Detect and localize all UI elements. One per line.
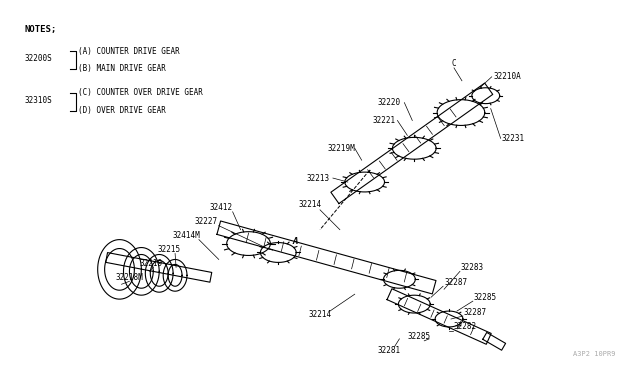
Text: 32214: 32214 — [308, 310, 332, 318]
Text: 32210A: 32210A — [493, 72, 522, 81]
Text: (A) COUNTER DRIVE GEAR: (A) COUNTER DRIVE GEAR — [78, 46, 180, 55]
Text: (B) MAIN DRIVE GEAR: (B) MAIN DRIVE GEAR — [78, 64, 166, 73]
Polygon shape — [345, 172, 385, 192]
Text: 32414M: 32414M — [172, 231, 200, 240]
Polygon shape — [260, 243, 296, 262]
Polygon shape — [106, 253, 212, 282]
Polygon shape — [145, 254, 173, 292]
Text: 32220: 32220 — [378, 98, 401, 107]
Text: 32213: 32213 — [307, 174, 330, 183]
Text: 32219: 32219 — [140, 259, 163, 268]
Text: 32287: 32287 — [444, 278, 467, 287]
Text: NOTES;: NOTES; — [24, 25, 56, 34]
Polygon shape — [331, 83, 493, 203]
Polygon shape — [435, 311, 463, 327]
Polygon shape — [124, 247, 159, 295]
Text: 32283: 32283 — [461, 263, 484, 272]
Text: 32285: 32285 — [474, 293, 497, 302]
Text: (C) COUNTER OVER DRIVE GEAR: (C) COUNTER OVER DRIVE GEAR — [78, 88, 203, 97]
Text: 32310S: 32310S — [24, 96, 52, 105]
Polygon shape — [399, 295, 430, 313]
Polygon shape — [98, 240, 141, 299]
Polygon shape — [472, 88, 500, 104]
Polygon shape — [437, 100, 484, 125]
Text: 32231: 32231 — [502, 134, 525, 143]
Polygon shape — [383, 270, 415, 288]
Text: 32221: 32221 — [373, 116, 396, 125]
Polygon shape — [227, 232, 270, 256]
Text: 32200S: 32200S — [24, 54, 52, 64]
Text: 32215: 32215 — [157, 245, 180, 254]
Text: 32285: 32285 — [408, 332, 431, 341]
Text: 32219M: 32219M — [328, 144, 356, 153]
Text: (D) OVER DRIVE GEAR: (D) OVER DRIVE GEAR — [78, 106, 166, 115]
Polygon shape — [217, 221, 436, 294]
Text: 32214: 32214 — [298, 201, 322, 209]
Text: C: C — [452, 60, 456, 68]
Text: 32282: 32282 — [454, 323, 477, 331]
Polygon shape — [163, 259, 187, 291]
Polygon shape — [387, 289, 491, 344]
Text: A: A — [292, 237, 298, 246]
Text: 32281: 32281 — [378, 346, 401, 355]
Polygon shape — [483, 333, 506, 350]
Text: 32287: 32287 — [464, 308, 487, 317]
Text: 32218M: 32218M — [116, 273, 143, 282]
Polygon shape — [392, 137, 436, 159]
Text: A3P2 10PR9: A3P2 10PR9 — [573, 351, 616, 357]
Text: 32412: 32412 — [209, 203, 232, 212]
Text: 32227: 32227 — [195, 217, 218, 226]
